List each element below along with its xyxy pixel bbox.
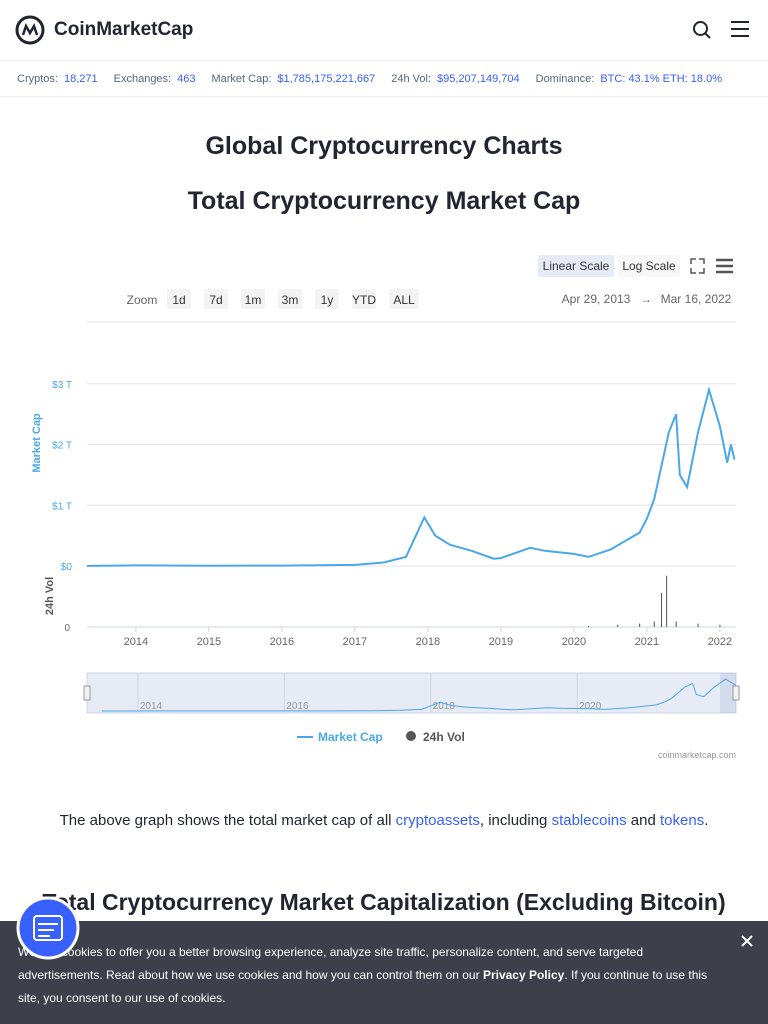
cookie-text: We use cookies to offer you a better bro…: [18, 941, 718, 1010]
x-tick-label: 2019: [489, 636, 513, 648]
logo-icon: [15, 15, 45, 45]
text: The above graph shows the total market c…: [59, 812, 396, 829]
section-title: Total Cryptocurrency Market Capitalizati…: [42, 889, 726, 915]
scale-button-label: Linear Scale: [543, 259, 610, 273]
zoom-button[interactable]: [352, 289, 376, 309]
series-line: [86, 386, 736, 567]
zoom-button-label: ALL: [393, 293, 415, 307]
navigator-tick-label: 2020: [579, 701, 602, 712]
zoom-button-label: 1y: [321, 293, 334, 307]
stat-value[interactable]: 463: [177, 72, 196, 85]
y-tick-label: $0: [61, 562, 73, 573]
stat-value[interactable]: 18,271: [63, 72, 98, 85]
stat: Exchanges: 463: [114, 73, 196, 85]
header: CoinMarketCap: [0, 0, 768, 61]
legend-symbol: [406, 731, 416, 741]
zoom-button-label: 3m: [282, 293, 299, 307]
navigator-tick-label: 2018: [433, 701, 456, 712]
zoom-button[interactable]: [389, 289, 419, 309]
navigator-tick-label: 2016: [286, 701, 309, 712]
close-button[interactable]: [741, 935, 753, 947]
stat: Cryptos: 18,271: [17, 73, 98, 85]
zoom-button[interactable]: [204, 289, 228, 309]
zoom-button[interactable]: [315, 289, 339, 309]
logo-text[interactable]: CoinMarketCap: [54, 19, 194, 40]
stat-label: 24h Vol:: [391, 72, 432, 85]
navigator-handle[interactable]: [732, 685, 740, 701]
y2-tick-label: 0: [64, 623, 70, 634]
x-tick-label: 2018: [416, 636, 440, 648]
x-tick-label: 2014: [124, 636, 148, 648]
text: .: [704, 812, 709, 829]
description: The above graph shows the total market c…: [0, 812, 768, 829]
date-arrow: →: [640, 292, 652, 306]
link[interactable]: Privacy Policy: [482, 968, 565, 982]
page-title: Global Cryptocurrency Charts: [205, 132, 563, 160]
link[interactable]: tokens: [660, 812, 705, 829]
zoom-button-label: 1d: [172, 293, 185, 307]
fullscreen-icon[interactable]: [690, 258, 705, 274]
search-icon[interactable]: [692, 20, 712, 40]
stat-value[interactable]: BTC: 43.1% ETH: 18.0%: [600, 72, 722, 85]
stat-value[interactable]: $1,785,175,221,667: [277, 72, 376, 85]
zoom-button[interactable]: [278, 289, 302, 309]
x-tick-label: 2021: [635, 636, 659, 648]
stat: Market Cap: $1,785,175,221,667: [211, 73, 375, 85]
stat-label: Exchanges:: [113, 72, 172, 85]
zoom-label: Zoom: [127, 293, 158, 307]
text: , including: [479, 812, 552, 829]
zoom-button-label: YTD: [352, 293, 376, 307]
x-tick-label: 2022: [708, 636, 732, 648]
y-tick-label: $1 T: [52, 501, 72, 512]
navigator: [86, 672, 737, 714]
scale-button[interactable]: [618, 255, 680, 277]
export-menu-icon[interactable]: [716, 258, 733, 274]
zoom-button-label: 7d: [209, 293, 222, 307]
chart: Linear Scale Log Scale Zoom 1d 7d 1m 3m 1y YTD AL…: [31, 255, 740, 760]
stat-value[interactable]: $95,207,149,704: [437, 72, 520, 85]
x-tick-label: 2020: [562, 636, 586, 648]
menu-icon[interactable]: [730, 20, 750, 38]
chart-title: Total Cryptocurrency Market Cap: [187, 187, 581, 215]
text: . If you continue to use this site, you …: [18, 968, 708, 1005]
stat: Dominance: BTC: 43.1% ETH: 18.0%: [536, 73, 722, 85]
badge-icon[interactable]: [16, 896, 80, 960]
navigator-tick-label: 2014: [140, 701, 163, 712]
chart-credit[interactable]: coinmarketcap.com: [658, 750, 736, 760]
y-tick-label: $3 T: [52, 380, 72, 391]
y-axis-label: Market Cap: [31, 413, 43, 473]
zoom-button-label: 1m: [245, 293, 262, 307]
date-from[interactable]: Apr 29, 2013: [562, 292, 631, 306]
zoom-button[interactable]: [167, 289, 191, 309]
scale-button-label: Log Scale: [622, 259, 676, 273]
legend-label[interactable]: Market Cap: [318, 730, 383, 744]
x-tick-label: 2016: [270, 636, 294, 648]
zoom-button[interactable]: [241, 289, 265, 309]
date-to[interactable]: Mar 16, 2022: [661, 292, 732, 306]
stat-label: Dominance:: [535, 72, 595, 85]
link[interactable]: cryptoassets: [395, 812, 480, 829]
text: and: [626, 812, 660, 829]
y2-axis-label: 24h Vol: [44, 577, 56, 615]
stat-label: Cryptos:: [17, 72, 58, 85]
stat-label: Market Cap:: [211, 72, 272, 85]
x-tick-label: 2015: [197, 636, 221, 648]
link[interactable]: stablecoins: [551, 812, 627, 829]
y-tick-label: $2 T: [52, 441, 72, 452]
legend-label[interactable]: 24h Vol: [423, 730, 465, 744]
scale-button[interactable]: [538, 255, 614, 277]
navigator-mask: [720, 673, 736, 713]
navigator-line: [101, 678, 736, 712]
stats-bar: Cryptos: 18,271 Exchanges: 463 Market Cap: $1…: [0, 61, 768, 97]
text: We use cookies to offer you a better bro…: [18, 945, 644, 982]
navigator-handle[interactable]: [83, 685, 91, 701]
cookie-banner: We use cookies to offer you a better bro…: [0, 921, 768, 1024]
x-tick-label: 2017: [343, 636, 367, 648]
stat: 24h Vol: $95,207,149,704: [391, 73, 519, 85]
